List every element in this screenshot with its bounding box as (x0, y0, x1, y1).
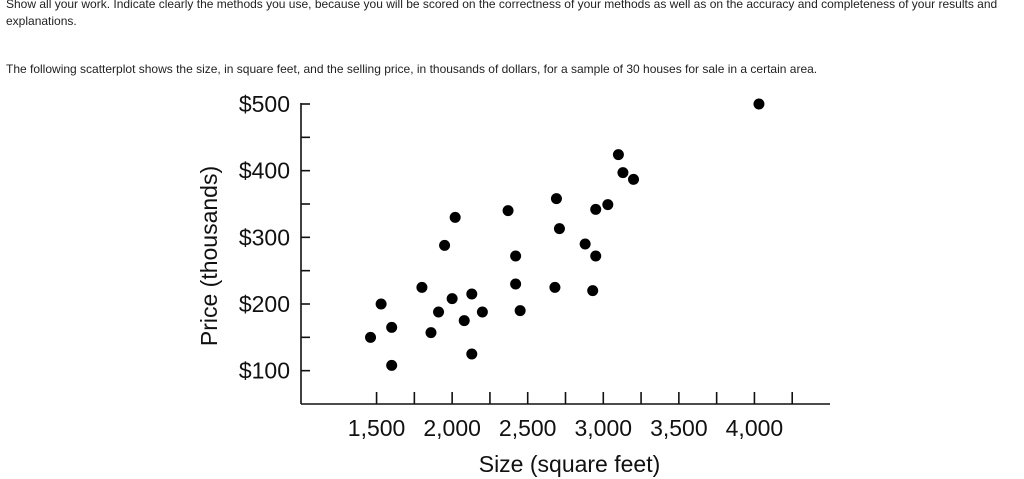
data-point (386, 321, 398, 333)
data-points (365, 98, 765, 371)
data-point (510, 278, 522, 290)
y-tick-label: $300 (239, 224, 290, 250)
data-point (425, 327, 437, 339)
data-point (449, 211, 461, 223)
data-point (476, 306, 488, 318)
x-tick-label: 4,000 (726, 415, 784, 441)
data-point (510, 250, 522, 262)
data-point (375, 298, 387, 310)
data-point (502, 205, 514, 217)
data-point (550, 193, 562, 205)
data-point (553, 223, 565, 235)
data-point (602, 199, 614, 211)
data-point (612, 149, 624, 161)
data-point (466, 348, 478, 360)
data-point (446, 293, 458, 305)
data-point (514, 305, 526, 317)
data-point (458, 315, 470, 327)
data-point (590, 250, 602, 262)
data-point (433, 306, 445, 318)
data-point (753, 98, 765, 110)
x-tick-label: 2,000 (423, 415, 481, 441)
data-point (617, 167, 629, 179)
axes: $100 $200 $300 $400 $500 1,500 2,000 2,500 3,000… (239, 91, 830, 441)
question-text: The following scatterplot shows the size… (6, 62, 818, 76)
data-point (587, 285, 599, 297)
x-axis-title: Size (square feet) (479, 451, 661, 477)
instructions-text: Show all your work. Indicate clearly the… (6, 0, 998, 28)
data-point (365, 331, 377, 343)
y-tick-label: $100 (239, 358, 290, 384)
data-point (439, 239, 451, 251)
x-tick-label: 2,500 (499, 415, 557, 441)
y-axis-title: Price (thousands) (196, 166, 222, 346)
data-point (579, 238, 591, 250)
x-tick-label: 3,000 (575, 415, 633, 441)
y-tick-label: $200 (239, 291, 290, 317)
data-point (628, 173, 640, 185)
x-tick-label: 1,500 (348, 415, 406, 441)
y-tick-label: $400 (239, 158, 290, 184)
data-point (549, 281, 561, 293)
y-tick-label: $500 (239, 91, 290, 117)
data-point (386, 359, 398, 371)
data-point (466, 288, 478, 300)
data-point (590, 203, 602, 215)
x-tick-label: 3,500 (650, 415, 708, 441)
data-point (416, 281, 428, 293)
